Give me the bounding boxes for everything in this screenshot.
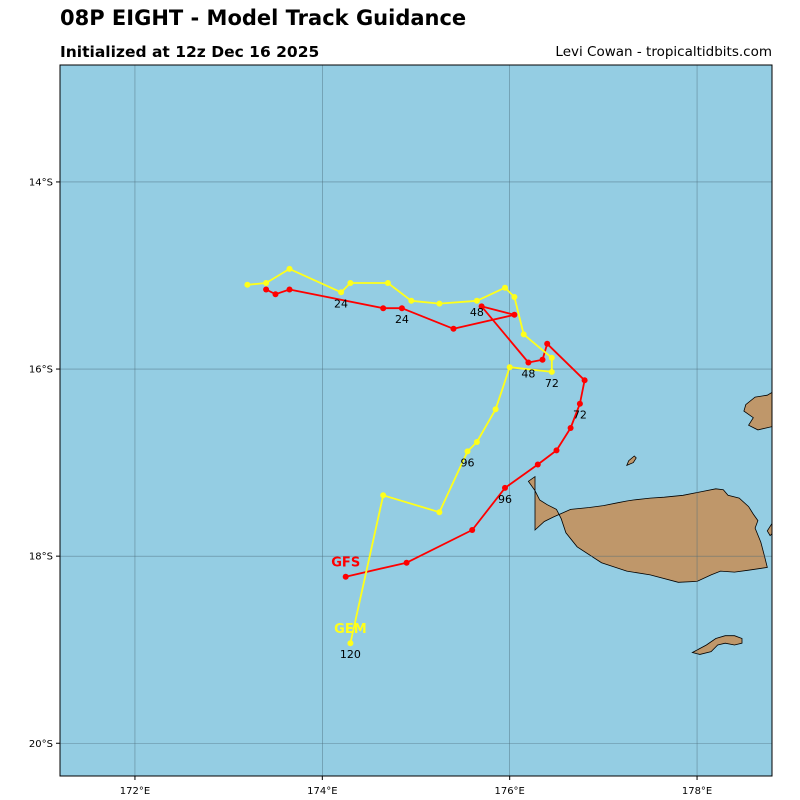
gfs-track-point: [469, 527, 476, 533]
gfs-track-point: [398, 305, 405, 312]
gem-hour-label: 72: [545, 377, 559, 390]
gem-track-point: [506, 364, 513, 371]
gem-track-point: [473, 439, 480, 445]
plot-area: 24 48 72 96 24 48 72 96 120 GFS GEM: [60, 65, 772, 776]
lat-tick-label: 14°S: [29, 177, 53, 188]
gfs-hour-label: 96: [498, 493, 512, 506]
gfs-track-point: [553, 447, 560, 454]
gfs-track-point: [502, 484, 508, 491]
gfs-track-point: [272, 291, 279, 298]
gem-track-point: [492, 406, 499, 413]
plot-frame: [59, 64, 773, 777]
gem-track-point: [347, 280, 354, 286]
gfs-track-point: [380, 305, 387, 312]
gem-model-label: GEM: [334, 622, 367, 637]
gfs-track-point: [567, 425, 574, 431]
gfs-track-point: [525, 359, 532, 366]
lat-tick-label: 16°S: [29, 365, 53, 376]
gfs-hour-label: 72: [573, 409, 587, 422]
gfs-track-point: [581, 377, 588, 384]
gem-track-point: [347, 640, 354, 647]
gem-track-point: [380, 492, 387, 499]
gem-hour-label: 96: [461, 456, 475, 469]
lat-tick-label: 20°S: [29, 739, 53, 750]
ocean-background: [60, 65, 772, 776]
gfs-track-point: [534, 461, 541, 468]
lon-tick-label: 174°E: [307, 786, 337, 797]
gem-track-point: [502, 284, 508, 291]
gem-track-point: [464, 448, 471, 455]
gfs-track-point: [511, 311, 518, 318]
chart-title: 08P EIGHT - Model Track Guidance: [60, 6, 467, 30]
gem-track-point: [408, 297, 415, 304]
lon-tick-label: 176°E: [494, 786, 524, 797]
gem-hour-label: 120: [340, 648, 361, 661]
gem-track-point: [286, 265, 293, 272]
gfs-model-label: GFS: [331, 556, 360, 571]
gem-track-point: [436, 300, 443, 307]
gem-hour-label: 24: [334, 297, 348, 310]
gfs-track-point: [450, 325, 457, 332]
gem-track-point: [263, 280, 270, 286]
gem-track-point: [511, 294, 518, 300]
gfs-track-point: [576, 400, 583, 407]
gfs-track-point: [403, 559, 410, 566]
gem-track-point: [244, 281, 251, 288]
gem-track-point: [338, 289, 345, 296]
gfs-track-point: [263, 286, 270, 293]
land-kadavu: [691, 635, 743, 655]
lon-tick-label: 172°E: [120, 786, 150, 797]
gfs-track-point: [544, 340, 551, 347]
lat-tick-label: 18°S: [29, 552, 53, 563]
gem-track-point: [436, 509, 443, 516]
gfs-track-point: [286, 286, 293, 293]
gfs-track-point: [539, 356, 546, 363]
lon-tick-label: 178°E: [682, 786, 712, 797]
gfs-track-point: [342, 573, 349, 580]
gem-track-point: [473, 297, 480, 304]
gem-track-point: [548, 368, 555, 375]
land-yasawa: [626, 455, 637, 467]
gem-hour-label: 48: [470, 306, 484, 319]
gfs-hour-label: 48: [521, 367, 535, 380]
land-vanua-levu: [743, 391, 772, 431]
gem-track-point: [384, 280, 391, 286]
gem-track-point: [520, 331, 527, 338]
gem-track-point: [548, 354, 555, 361]
gfs-hour-label: 24: [395, 313, 409, 326]
init-time-subtitle: Initialized at 12z Dec 16 2025: [60, 43, 320, 61]
gfs-track-point: [478, 303, 485, 310]
land-ovalau: [766, 522, 772, 537]
credit-text: Levi Cowan - tropicaltidbits.com: [555, 44, 772, 60]
